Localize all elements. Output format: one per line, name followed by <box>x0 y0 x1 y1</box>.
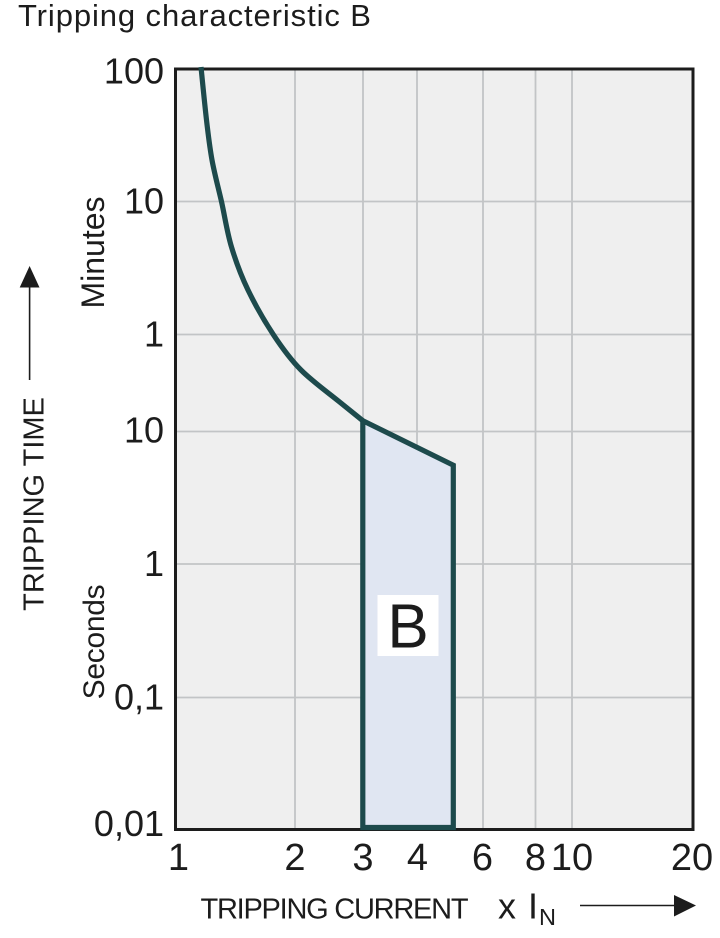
svg-text:TRIPPING CURRENT: TRIPPING CURRENT <box>201 894 469 926</box>
svg-text:8: 8 <box>525 837 546 879</box>
svg-text:10: 10 <box>124 410 164 451</box>
svg-text:Seconds: Seconds <box>78 585 111 700</box>
svg-text:6: 6 <box>472 837 493 879</box>
svg-text:Tripping characteristic B: Tripping characteristic B <box>18 0 372 33</box>
svg-text:N: N <box>539 904 556 930</box>
svg-text:0,01: 0,01 <box>94 803 164 844</box>
svg-text:Minutes: Minutes <box>75 196 111 308</box>
svg-text:3: 3 <box>352 837 373 879</box>
svg-text:1: 1 <box>144 314 164 355</box>
svg-text:0,1: 0,1 <box>114 677 164 718</box>
svg-text:100: 100 <box>104 51 164 92</box>
svg-text:1: 1 <box>168 837 189 879</box>
svg-text:10: 10 <box>551 837 593 879</box>
svg-text:I: I <box>528 885 538 926</box>
svg-text:20: 20 <box>671 837 713 879</box>
svg-text:TRIPPING TIME: TRIPPING TIME <box>19 397 51 611</box>
svg-text:2: 2 <box>284 837 305 879</box>
svg-text:1: 1 <box>144 543 164 584</box>
svg-text:4: 4 <box>407 837 428 879</box>
svg-text:x: x <box>498 885 516 926</box>
svg-text:B: B <box>387 593 428 662</box>
svg-text:10: 10 <box>124 181 164 222</box>
